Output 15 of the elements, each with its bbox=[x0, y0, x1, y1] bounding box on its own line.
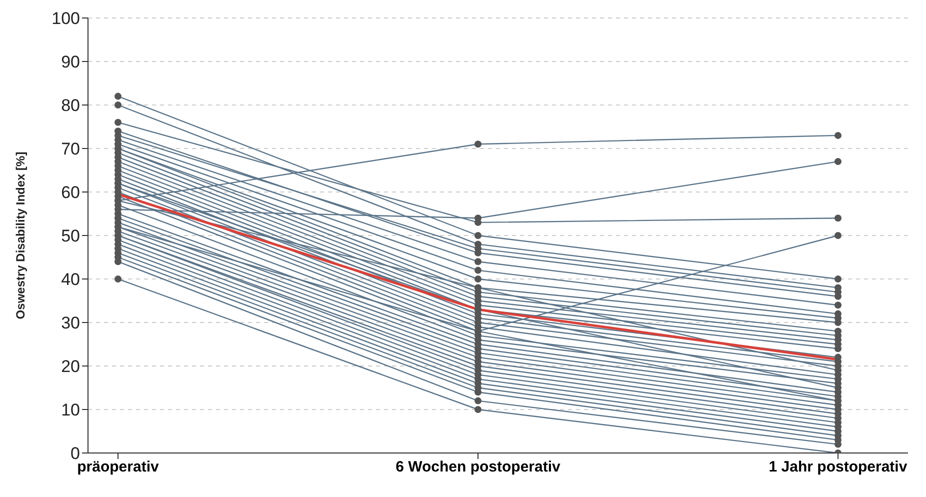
x-tick-label: präoperativ bbox=[77, 458, 160, 476]
y-tick-label: 10 bbox=[61, 400, 80, 420]
y-tick-label: 100 bbox=[52, 9, 80, 28]
y-tick-label: 40 bbox=[61, 270, 80, 290]
x-tick-label: 1 Jahr postoperativ bbox=[768, 458, 908, 476]
y-axis-title: Oswestry Disability Index [%] bbox=[13, 152, 28, 320]
y-tick-label: 90 bbox=[61, 52, 80, 72]
y-tick-label: 50 bbox=[61, 226, 80, 246]
y-tick-label: 30 bbox=[61, 314, 80, 333]
y-tick-label: 20 bbox=[61, 357, 80, 376]
x-tick-label: 6 Wochen postoperativ bbox=[396, 458, 562, 476]
y-tick-label: 80 bbox=[61, 96, 80, 116]
y-tick-label: 70 bbox=[61, 140, 80, 159]
y-tick-label: 0 bbox=[70, 444, 80, 464]
y-tick-label: 60 bbox=[61, 183, 80, 202]
